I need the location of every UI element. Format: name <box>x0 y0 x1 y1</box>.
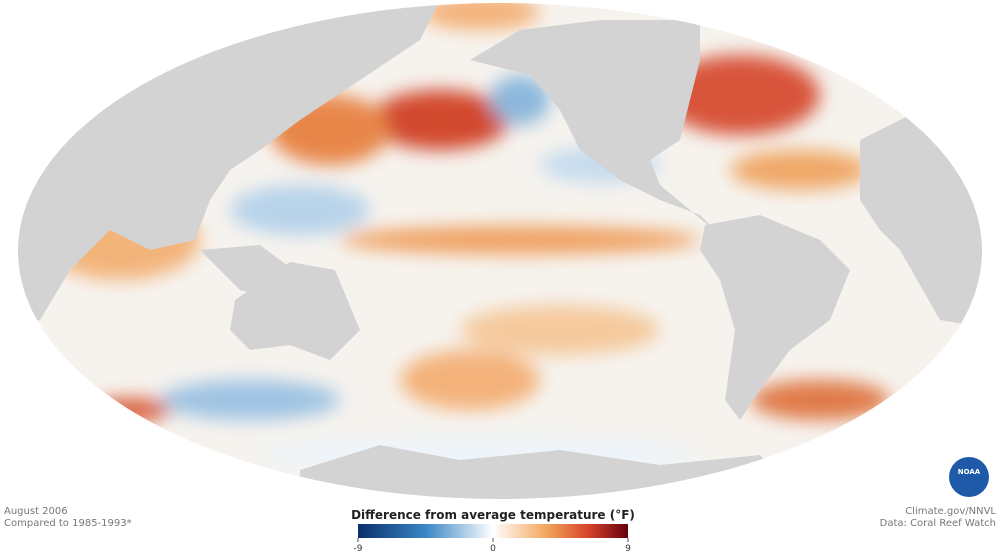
credit-label: Climate.gov/NNVL <box>905 506 996 517</box>
tick-label: -9 <box>354 544 363 554</box>
globe <box>18 3 982 499</box>
tick-label: 9 <box>625 544 631 554</box>
legend-ticks: -9 0 9 <box>354 538 631 554</box>
source-label: Data: Coral Reef Watch <box>880 518 996 529</box>
legend-title: Difference from average temperature (°F) <box>351 508 635 522</box>
logo-text: NOAA <box>958 468 981 476</box>
date-label: August 2006 <box>4 506 68 517</box>
baseline-label: Compared to 1985-1993* <box>4 518 132 529</box>
tick-label: 0 <box>490 544 496 554</box>
logo-badge <box>949 457 989 497</box>
color-scale <box>358 524 628 538</box>
